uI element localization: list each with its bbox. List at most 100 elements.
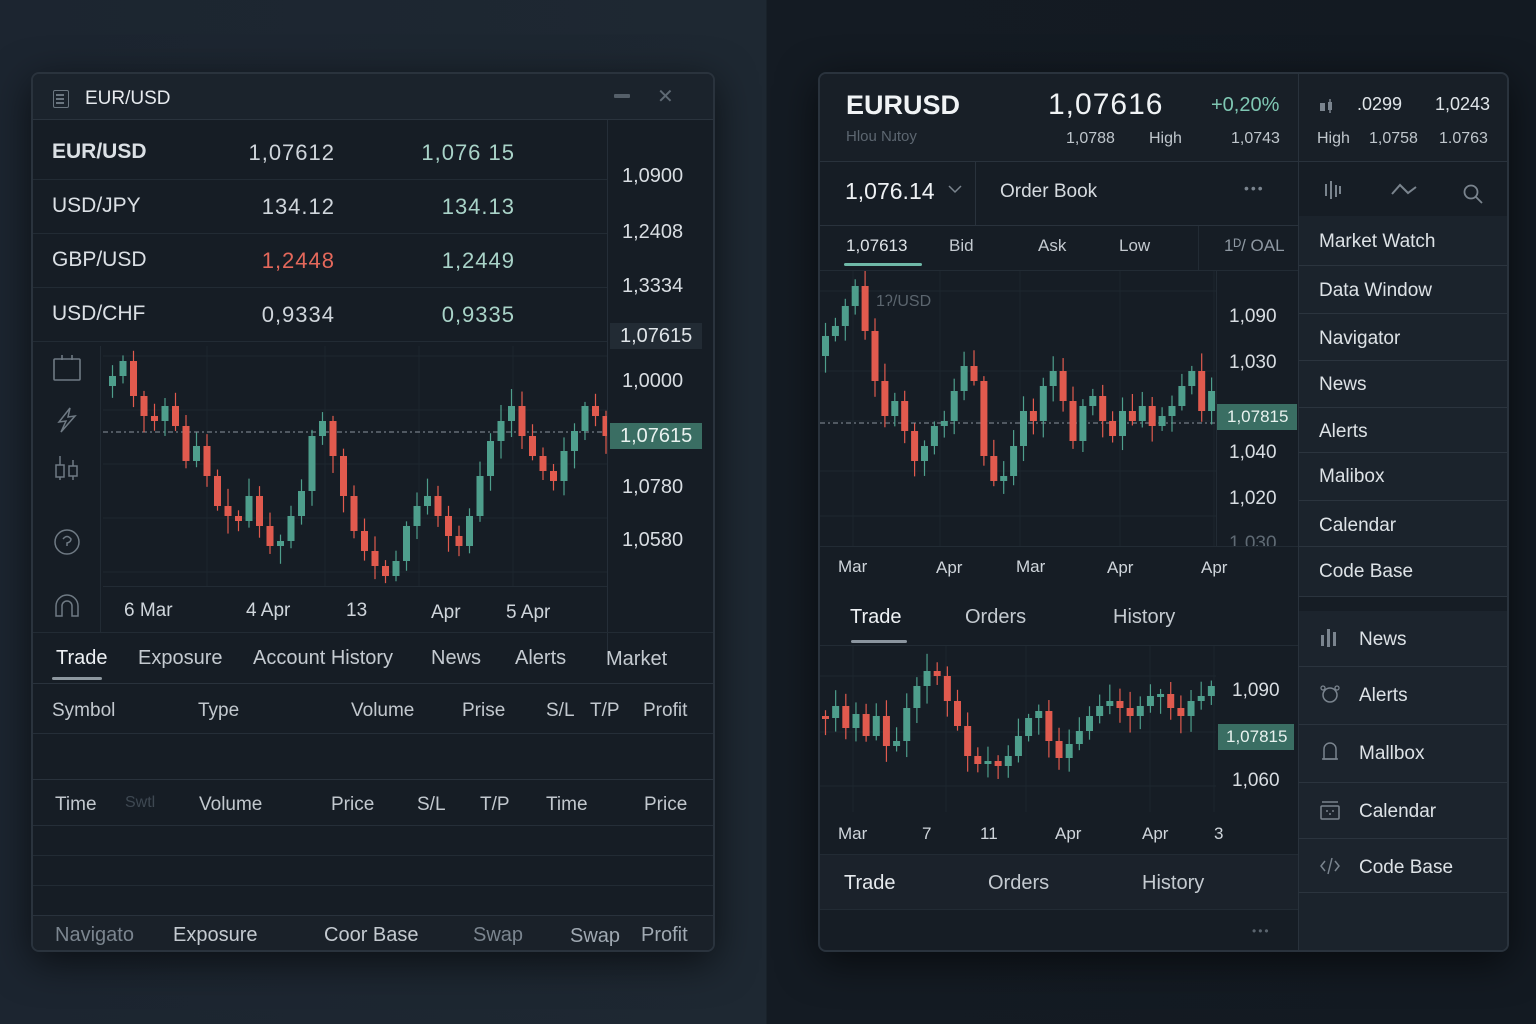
- candlestick-chart-secondary[interactable]: 1,090 1,07815 1,060: [820, 646, 1298, 812]
- menu-item-navigator[interactable]: Navigator: [1299, 314, 1507, 361]
- column-header[interactable]: Time: [55, 794, 97, 815]
- menu-item-mailbox[interactable]: Malibox: [1299, 453, 1507, 501]
- column-header[interactable]: Profit: [643, 700, 688, 721]
- price-label: 1,030: [1229, 352, 1277, 373]
- window-title: EUR/USD: [85, 88, 171, 109]
- active-tab-indicator: [52, 677, 102, 680]
- bid-price: 1,07612: [248, 140, 335, 165]
- window-titlebar[interactable]: EUR/USD ✕: [33, 74, 713, 120]
- line-chart-icon[interactable]: [1391, 182, 1417, 196]
- tab-history[interactable]: History: [1113, 606, 1176, 628]
- column-header[interactable]: Price: [331, 794, 375, 815]
- calendar-icon[interactable]: [53, 354, 81, 382]
- quote-row[interactable]: USD/JPY 134.12 134.13: [33, 180, 607, 234]
- time-axis: 6 Mar 4 Apr 13 Apr 5 Apr: [103, 586, 607, 632]
- tab-oal[interactable]: 1ᴰ/ OAL: [1224, 236, 1285, 255]
- tab-trade[interactable]: Trade: [56, 647, 108, 669]
- time-label: Apr: [1107, 558, 1134, 577]
- menu-item-mailbox[interactable]: Mallbox: [1299, 725, 1507, 783]
- tab-last[interactable]: 1,07613: [846, 236, 908, 255]
- candlestick-icon[interactable]: [53, 454, 81, 482]
- column-header[interactable]: Price: [644, 794, 688, 815]
- price-axis[interactable]: 1,090 1,07815 1,060: [1216, 646, 1298, 812]
- ask-price: 1,2449: [441, 248, 515, 273]
- tab-exposure[interactable]: Exposure: [173, 924, 258, 946]
- tab-swap[interactable]: Swap: [570, 925, 621, 947]
- tab-exposure[interactable]: Exposure: [138, 647, 223, 669]
- menu-label: Data Window: [1319, 280, 1432, 301]
- tab-trade[interactable]: Trade: [850, 606, 902, 628]
- tab-history[interactable]: History: [1142, 872, 1205, 894]
- menu-item-market-watch[interactable]: Market Watch: [1299, 216, 1507, 266]
- symbol: USD/JPY: [52, 194, 141, 217]
- menu-item-alerts[interactable]: Alerts: [1299, 408, 1507, 453]
- tab-trade[interactable]: Trade: [844, 872, 896, 894]
- time-label: 3: [1214, 824, 1224, 843]
- tab-swap[interactable]: Swap: [473, 924, 524, 946]
- menu-item-news[interactable]: News: [1299, 611, 1507, 667]
- column-header[interactable]: Type: [198, 700, 240, 721]
- price-axis[interactable]: 1,090 1,030 1,07815 1,040 1,020 1,030: [1216, 271, 1298, 547]
- menu-item-alerts[interactable]: Alerts: [1299, 667, 1507, 725]
- search-icon[interactable]: [1463, 184, 1483, 204]
- menu-item-news[interactable]: News: [1299, 361, 1507, 408]
- menu-item-data-window[interactable]: Data Window: [1299, 266, 1507, 314]
- magnet-icon[interactable]: [53, 592, 81, 620]
- stat-value: .0299: [1357, 94, 1403, 114]
- menu-item-code-base[interactable]: Code Base: [1299, 547, 1507, 597]
- column-header[interactable]: Symbol: [52, 700, 116, 721]
- more-options-button[interactable]: •••: [1252, 924, 1271, 938]
- menu-label: Navigator: [1319, 328, 1401, 349]
- price-selector[interactable]: 1,076.14: [820, 162, 976, 226]
- quote-row[interactable]: USD/CHF 0,9334 0,9335: [33, 288, 607, 342]
- minimize-button[interactable]: [614, 94, 630, 98]
- candlestick-chart-main[interactable]: 1ʔ/USD 1,090 1,030 1,07815 1,040 1,020 1…: [820, 270, 1298, 547]
- column-header[interactable]: Volume: [199, 794, 263, 815]
- tab-low[interactable]: Low: [1119, 236, 1151, 255]
- quote-row[interactable]: EUR/USD 1,07612 1,076 15: [33, 126, 607, 180]
- menu-item-code-base[interactable]: Code Base: [1299, 839, 1507, 893]
- tab-navigator[interactable]: Navigato: [55, 924, 134, 946]
- indicators-icon[interactable]: [1323, 180, 1343, 200]
- price-axis[interactable]: 1,0900 1,2408 1,3334 1,07615 1,0000 1,07…: [607, 120, 713, 660]
- tab-orders[interactable]: Orders: [988, 872, 1050, 894]
- price-change: +0,20%: [1211, 94, 1280, 116]
- more-options-button[interactable]: •••: [1244, 180, 1265, 196]
- positions-table-row-empty: [33, 734, 713, 780]
- column-header[interactable]: T/P: [480, 794, 510, 815]
- column-header[interactable]: Volume: [351, 700, 415, 721]
- price-label: 1,2408: [622, 221, 684, 243]
- column-header[interactable]: T/P: [590, 700, 620, 721]
- close-button[interactable]: ✕: [657, 86, 674, 108]
- ask-price: 1,076 15: [421, 140, 515, 165]
- tab-account-history[interactable]: Account History: [253, 647, 394, 669]
- stat-value: 1,0243: [1435, 94, 1491, 114]
- tab-bid[interactable]: Bid: [949, 236, 974, 255]
- column-header[interactable]: Time: [546, 794, 588, 815]
- active-tab-indicator: [844, 263, 922, 266]
- lightning-icon[interactable]: [53, 406, 81, 434]
- tab-news[interactable]: News: [431, 647, 482, 669]
- time-label: Apr: [1055, 824, 1082, 843]
- help-icon[interactable]: [53, 528, 81, 556]
- order-book-button[interactable]: Order Book: [1000, 181, 1098, 202]
- time-label: 4 Apr: [246, 600, 291, 621]
- divider: [1198, 226, 1298, 270]
- menu-item-calendar[interactable]: Calendar: [1299, 783, 1507, 839]
- stat-value: 1,0758: [1369, 130, 1418, 147]
- tab-alerts[interactable]: Alerts: [515, 647, 567, 669]
- column-header[interactable]: Swtl: [125, 794, 156, 811]
- price-label: 1,0580: [622, 529, 684, 551]
- tab-code-base[interactable]: Coor Base: [324, 924, 419, 946]
- tab-orders[interactable]: Orders: [965, 606, 1027, 628]
- tab-profit[interactable]: Profit: [641, 924, 688, 946]
- column-header[interactable]: Prise: [462, 700, 506, 721]
- bell-icon: [1319, 741, 1341, 763]
- column-header[interactable]: S/L: [417, 794, 446, 815]
- quote-row[interactable]: GBP/USD 1,2448 1,2449: [33, 234, 607, 288]
- candlestick-chart[interactable]: [103, 346, 607, 586]
- column-header[interactable]: S/L: [546, 700, 575, 721]
- tab-market[interactable]: Market: [606, 648, 668, 670]
- tab-ask[interactable]: Ask: [1038, 236, 1067, 255]
- menu-item-calendar[interactable]: Calendar: [1299, 501, 1507, 547]
